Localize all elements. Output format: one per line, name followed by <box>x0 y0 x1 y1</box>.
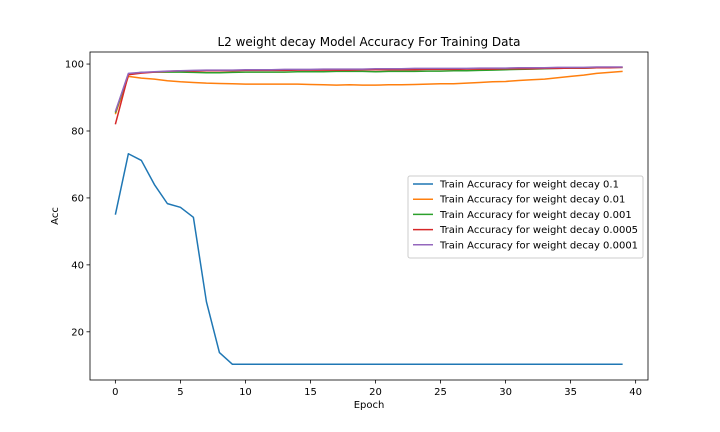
legend: Train Accuracy for weight decay 0.1 Train… <box>407 175 644 259</box>
y-tick-label: 20 <box>71 327 84 338</box>
y-tick-label: 80 <box>71 126 84 137</box>
x-tick-label: 40 <box>629 387 642 398</box>
y-tick-label: 100 <box>65 60 84 71</box>
legend-label-1: Train Accuracy for weight decay 0.01 <box>439 195 625 206</box>
x-tick-label: 0 <box>112 387 118 398</box>
x-axis-ticks: 0 5 10 15 20 25 30 35 40 <box>112 380 642 398</box>
x-axis-label: Epoch <box>354 400 385 411</box>
legend-label-0: Train Accuracy for weight decay 0.1 <box>439 180 619 191</box>
chart-title: L2 weight decay Model Accuracy For Train… <box>217 35 520 49</box>
x-tick-label: 20 <box>369 387 382 398</box>
series-line-4 <box>114 66 623 112</box>
x-tick-label: 10 <box>239 387 252 398</box>
y-axis-ticks: 20 40 60 80 100 <box>65 60 90 338</box>
legend-label-4: Train Accuracy for weight decay 0.0001 <box>439 240 638 251</box>
legend-box <box>407 175 644 259</box>
x-tick-label: 25 <box>434 387 447 398</box>
y-tick-label: 60 <box>71 193 84 204</box>
x-tick-label: 30 <box>499 387 512 398</box>
y-tick-label: 40 <box>71 260 84 271</box>
series-line-1 <box>114 70 623 115</box>
legend-label-2: Train Accuracy for weight decay 0.001 <box>439 210 632 221</box>
series-line-0 <box>114 153 623 366</box>
x-tick-label: 5 <box>177 387 183 398</box>
y-axis-label: Acc <box>50 207 61 225</box>
x-tick-label: 15 <box>304 387 317 398</box>
x-tick-label: 35 <box>564 387 577 398</box>
plot-frame <box>89 51 649 381</box>
series-layer <box>114 66 623 366</box>
legend-label-3: Train Accuracy for weight decay 0.0005 <box>439 225 638 236</box>
